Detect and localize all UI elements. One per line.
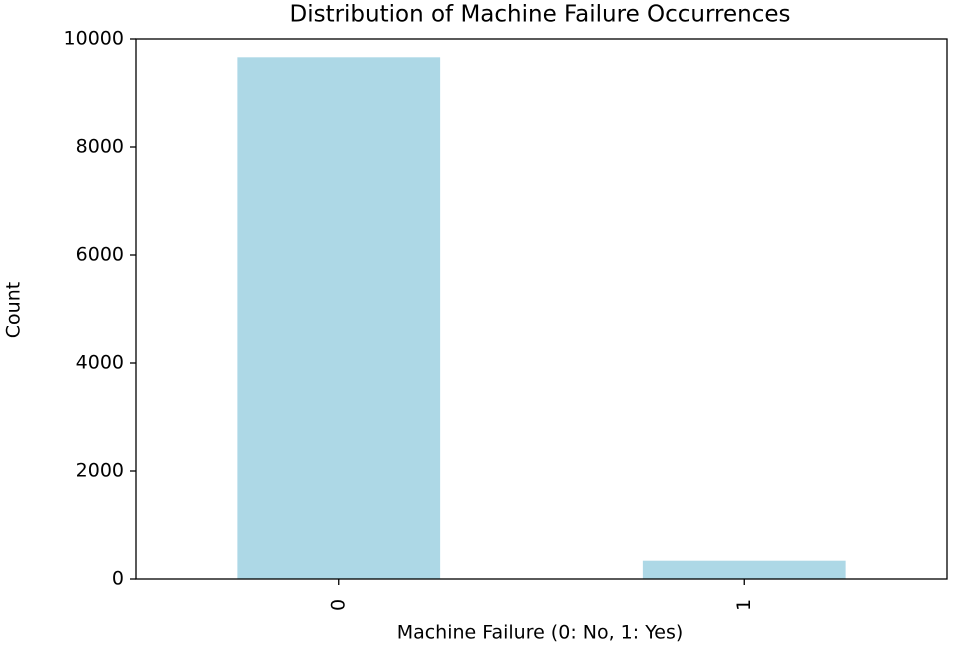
chart-title: Distribution of Machine Failure Occurren… <box>289 2 790 28</box>
y-tick-label: 10000 <box>64 28 124 50</box>
y-axis-label: Count <box>3 282 25 338</box>
y-tick-label: 2000 <box>76 460 124 482</box>
y-tick-label: 0 <box>112 568 124 590</box>
x-tick-label: 1 <box>733 599 755 611</box>
y-tick-label: 4000 <box>76 352 124 374</box>
x-axis-label: Machine Failure (0: No, 1: Yes) <box>397 622 684 644</box>
bar <box>642 560 846 579</box>
y-tick-label: 6000 <box>76 244 124 266</box>
plot-frame <box>135 38 948 580</box>
bar <box>237 57 441 579</box>
x-tick-label: 0 <box>327 599 349 611</box>
y-tick-label: 8000 <box>76 136 124 158</box>
